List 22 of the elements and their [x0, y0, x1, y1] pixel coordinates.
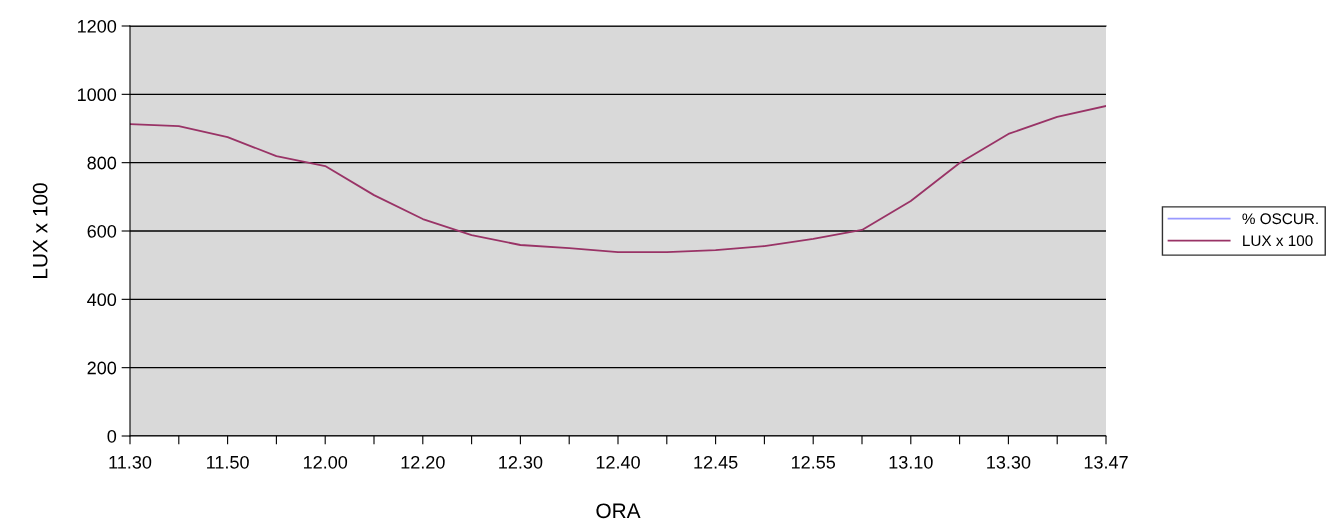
y-tick-label: 200: [87, 361, 117, 375]
y-tick-label: 1000: [78, 88, 117, 102]
legend-label: LUX x 100: [1243, 235, 1313, 247]
x-tick-label: 13.10: [889, 455, 933, 469]
x-tick-label: 13.30: [987, 455, 1031, 469]
x-tick-label: 13.47: [1084, 455, 1128, 469]
y-tick-label: 1200: [78, 19, 117, 33]
x-tick-label: 11.30: [109, 455, 152, 469]
x-tick-label: 12.20: [401, 455, 445, 469]
x-tick-label: 12.55: [791, 455, 836, 469]
x-tick-label: 12.00: [303, 455, 348, 469]
y-tick-label: 400: [87, 293, 117, 307]
x-axis-title: ORA: [596, 503, 641, 519]
legend-label: % OSCUR.: [1242, 213, 1318, 225]
y-axis-title: LUX x 100: [32, 183, 48, 278]
y-tick-label: 800: [87, 156, 117, 170]
x-tick-label: 12.45: [694, 455, 738, 469]
x-tick-label: 12.40: [596, 455, 640, 469]
y-tick-label: 0: [107, 429, 117, 443]
y-tick-label: 600: [87, 224, 117, 238]
x-tick-label: 12.30: [499, 455, 543, 469]
x-tick-label: 11.50: [207, 455, 249, 469]
